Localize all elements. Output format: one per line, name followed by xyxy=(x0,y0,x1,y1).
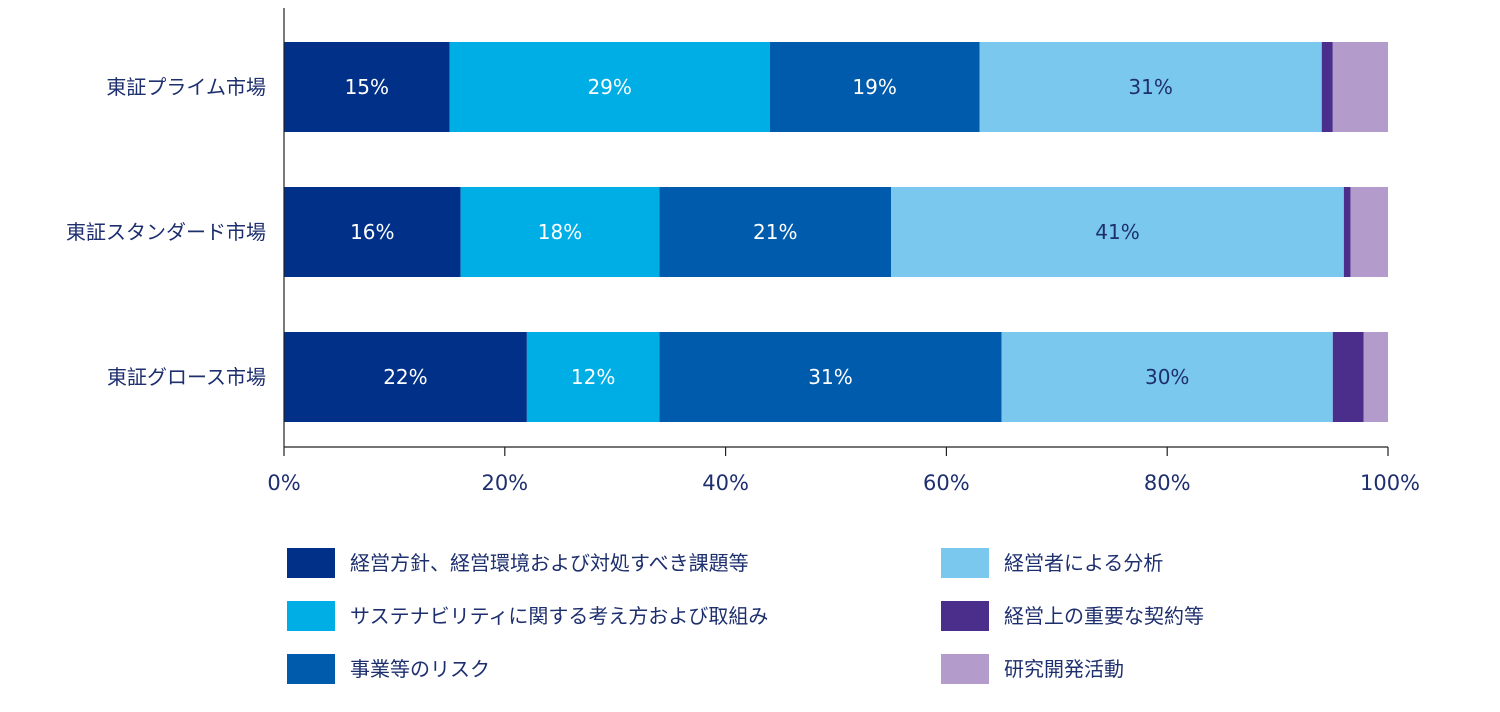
legend-item: サステナビリティに関する考え方および取組み xyxy=(287,601,768,631)
x-tick-label: 40% xyxy=(702,471,749,495)
bar-segment xyxy=(1321,42,1333,132)
bar-segment xyxy=(1343,187,1351,277)
category-label: 東証プライム市場 xyxy=(106,75,266,99)
bar-segment xyxy=(449,42,770,132)
x-tick-label: 0% xyxy=(267,471,300,495)
category-label: 東証スタンダード市場 xyxy=(66,220,266,244)
legend-swatch xyxy=(287,601,335,631)
data-label: 22% xyxy=(383,365,427,389)
legend-item: 事業等のリスク xyxy=(287,654,490,684)
legend-swatch xyxy=(941,601,989,631)
x-tick-label: 80% xyxy=(1144,471,1191,495)
x-tick-label: 20% xyxy=(481,471,528,495)
legend-label: 研究開発活動 xyxy=(1004,657,1124,681)
data-label: 12% xyxy=(571,365,615,389)
bar-segment xyxy=(1332,42,1388,132)
bar-segment xyxy=(769,42,980,132)
legend-label: サステナビリティに関する考え方および取組み xyxy=(350,604,768,628)
bar-row: 15% 29% 19% 31% xyxy=(284,42,1388,132)
legend-label: 経営方針、経営環境および対処すべき課題等 xyxy=(350,551,749,575)
bar-segment xyxy=(1350,187,1388,277)
legend-item: 経営方針、経営環境および対処すべき課題等 xyxy=(287,548,749,578)
legend-item: 経営上の重要な契約等 xyxy=(941,601,1204,631)
legend-label: 事業等のリスク xyxy=(350,657,490,681)
bars-layer: 15% 29% 19% 31% 16% 18% 21% 41% 22% 12% 31% 30% xyxy=(284,42,1388,422)
bar-segment xyxy=(1363,332,1388,422)
data-label: 16% xyxy=(350,220,394,244)
axes-layer: 0% 20% 40% 60% 80% 100% xyxy=(267,8,1420,495)
data-label: 19% xyxy=(852,75,896,99)
bar-row: 16% 18% 21% 41% xyxy=(284,187,1388,277)
bar-segment xyxy=(1332,332,1364,422)
x-tick-label: 60% xyxy=(923,471,970,495)
legend-swatch xyxy=(941,654,989,684)
category-label: 東証グロース市場 xyxy=(107,365,266,389)
bar-segment xyxy=(659,187,892,277)
bar-segment xyxy=(526,332,660,422)
data-label: 41% xyxy=(1095,220,1139,244)
data-label: 21% xyxy=(753,220,797,244)
legend: 経営方針、経営環境および対処すべき課題等サステナビリティに関する考え方および取組… xyxy=(287,548,1204,684)
legend-item: 経営者による分析 xyxy=(941,548,1163,578)
legend-swatch xyxy=(941,548,989,578)
bar-segment xyxy=(891,187,1344,277)
x-tick-label: 100% xyxy=(1360,471,1420,495)
data-label: 15% xyxy=(345,75,389,99)
data-label: 30% xyxy=(1145,365,1189,389)
data-label: 31% xyxy=(1128,75,1172,99)
legend-swatch xyxy=(287,654,335,684)
legend-label: 経営上の重要な契約等 xyxy=(1004,604,1204,628)
bar-segment xyxy=(1001,332,1333,422)
bar-segment xyxy=(460,187,660,277)
bar-segment xyxy=(284,187,461,277)
bar-segment xyxy=(284,42,450,132)
legend-swatch xyxy=(287,548,335,578)
bar-segment xyxy=(979,42,1322,132)
legend-label: 経営者による分析 xyxy=(1004,551,1163,575)
bar-segment xyxy=(659,332,1002,422)
data-label: 18% xyxy=(538,220,582,244)
data-label: 29% xyxy=(587,75,631,99)
bar-row: 22% 12% 31% 30% xyxy=(284,332,1388,422)
legend-item: 研究開発活動 xyxy=(941,654,1124,684)
data-label: 31% xyxy=(808,365,852,389)
bar-segment xyxy=(284,332,527,422)
